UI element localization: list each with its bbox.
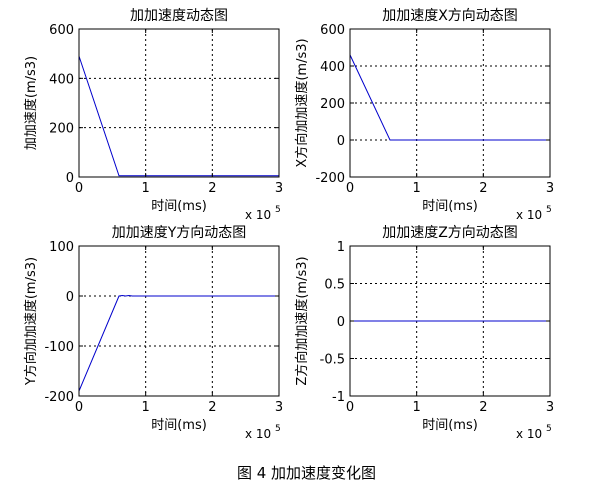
x-multiplier-label: x 10 [245, 208, 271, 222]
y-tick-label: 0 [337, 134, 345, 149]
x-tick-label: 0 [346, 400, 354, 415]
x-tick-label: 3 [275, 400, 283, 415]
x-multiplier-label: x 10 [516, 208, 542, 222]
x-multiplier-exponent: 5 [546, 424, 552, 434]
y-axis-label: X方向加加速度(m/s3) [294, 38, 310, 167]
y-tick-label: -200 [44, 390, 74, 405]
y-tick-label: -100 [44, 340, 74, 355]
y-axis-label: Y方向加加速度(m/s3) [23, 257, 39, 386]
plot-area [79, 246, 279, 396]
y-tick-label: 0 [337, 315, 345, 330]
series-line [78, 55, 279, 177]
chart-title: 加加速度动态图 [130, 8, 228, 24]
x-tick-label: 3 [546, 400, 554, 415]
y-tick-label: 200 [49, 122, 74, 137]
y-tick-label: 400 [49, 72, 74, 87]
series-line [78, 294, 279, 392]
x-axis-label: 时间(ms) [422, 199, 478, 214]
x-tick-label: 1 [142, 400, 150, 415]
x-multiplier-exponent: 5 [275, 424, 281, 434]
y-tick-label: 400 [320, 60, 345, 75]
chart-title: 加加速度X方向动态图 [382, 8, 518, 24]
x-multiplier-label: x 10 [245, 427, 271, 441]
x-tick-label: 0 [75, 181, 83, 196]
x-tick-label: 0 [75, 400, 83, 415]
x-tick-label: 1 [142, 181, 150, 196]
y-axis-label: Z方向加加速度(m/s3) [294, 256, 310, 385]
axes-frame [78, 245, 280, 397]
x-axis-label: 时间(ms) [422, 418, 478, 433]
x-tick-label: 3 [275, 181, 283, 196]
figure-caption: 图 4 加加速度变化图 [236, 464, 377, 482]
series-line [349, 54, 550, 141]
x-multiplier-exponent: 5 [546, 205, 552, 215]
x-tick-label: 1 [413, 181, 421, 196]
y-tick-label: 0 [66, 290, 74, 305]
chart-title: 加加速度Y方向动态图 [112, 225, 247, 241]
x-tick-label: 2 [208, 400, 216, 415]
x-axis-label: 时间(ms) [151, 418, 207, 433]
chart-title: 加加速度Z方向动态图 [382, 225, 518, 241]
x-tick-label: 3 [546, 181, 554, 196]
x-tick-label: 0 [346, 181, 354, 196]
y-tick-label: 0 [66, 171, 74, 186]
y-tick-label: -200 [315, 171, 345, 186]
axes-frame [78, 28, 280, 178]
y-tick-label: 600 [320, 23, 345, 38]
x-tick-label: 2 [479, 400, 487, 415]
plot-area [79, 29, 279, 177]
y-tick-label: 600 [49, 23, 74, 38]
y-axis-label: 加加速度(m/s3) [23, 56, 39, 150]
x-multiplier-exponent: 5 [275, 205, 281, 215]
x-tick-label: 2 [479, 181, 487, 196]
x-axis-label: 时间(ms) [151, 199, 207, 214]
y-tick-label: 1 [337, 240, 345, 255]
x-tick-label: 2 [208, 181, 216, 196]
x-tick-label: 1 [413, 400, 421, 415]
y-tick-label: -1 [332, 390, 345, 405]
x-multiplier-label: x 10 [516, 427, 542, 441]
y-tick-label: 200 [320, 97, 345, 112]
y-tick-label: -0.5 [320, 353, 345, 368]
y-tick-label: 0.5 [324, 278, 345, 293]
y-tick-label: 100 [49, 240, 74, 255]
